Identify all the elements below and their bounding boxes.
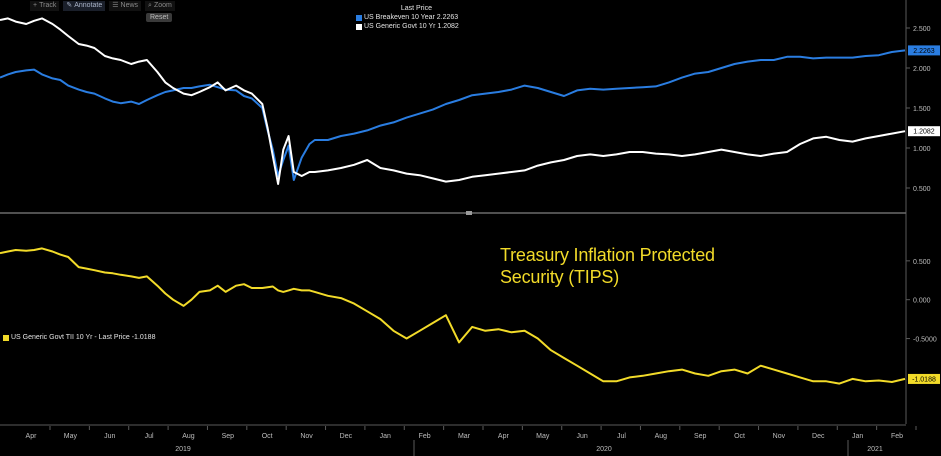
annotate-label: Annotate (74, 1, 103, 9)
lower-ytick-label: -0.5000 (913, 337, 937, 344)
x-month-label: Mar (458, 433, 471, 440)
x-month-label: Dec (812, 433, 825, 440)
x-month-label: Aug (182, 433, 195, 440)
upper-ytick-label: 1.000 (913, 146, 931, 153)
x-month-label: Sep (222, 433, 235, 440)
x-month-label: Apr (498, 433, 510, 440)
annotate-button[interactable]: ✎ Annotate (63, 0, 106, 11)
upper-last-value-tag (908, 45, 940, 56)
x-year-label: 2019 (175, 446, 191, 453)
zoom-label: Zoom (153, 1, 172, 9)
upper-ytick-label: 0.500 (913, 186, 931, 193)
zoom-button[interactable]: ⌕ Zoom (145, 0, 175, 11)
legend-entry-breakeven: US Breakeven 10 Year 2.2263 (356, 13, 459, 22)
lower-last-value-label: -1.0188 (912, 376, 936, 383)
tips-annotation: Treasury Inflation Protected Security (T… (500, 245, 715, 287)
breakeven-swatch (356, 14, 362, 21)
upper-last-value-label: 1.2082 (913, 129, 935, 136)
x-year-label: 2020 (596, 446, 612, 453)
x-month-label: Sep (694, 433, 707, 440)
breakeven-label: US Breakeven 10 Year 2.2263 (364, 14, 459, 21)
x-month-label: Jan (380, 433, 391, 440)
x-month-label: Apr (26, 433, 38, 440)
x-month-label: Jan (852, 433, 863, 440)
x-year-label: 2021 (867, 446, 883, 453)
plus-icon: + (33, 1, 38, 9)
x-month-label: Oct (262, 433, 273, 440)
magnifier-icon: ⌕ (148, 1, 152, 9)
lower-last-value-tag (908, 373, 940, 384)
x-month-label: Feb (891, 433, 903, 440)
upper-ytick-label: 2.500 (913, 26, 931, 33)
upper-last-value-label: 2.2263 (913, 48, 935, 55)
govt10-label: US Generic Govt 10 Yr 1.2082 (364, 23, 459, 30)
news-label: News (120, 1, 139, 9)
x-month-label: Jun (576, 433, 587, 440)
x-month-label: Nov (773, 433, 786, 440)
x-month-label: May (536, 433, 550, 440)
x-month-label: Jul (145, 433, 154, 440)
lower-ytick-label: 0.000 (913, 298, 931, 305)
upper-ytick-label: 2.000 (913, 66, 931, 73)
x-month-label: Jul (617, 433, 626, 440)
tips-legend-label: US Generic Govt TII 10 Yr - Last Price -… (11, 334, 156, 341)
divider-handle (466, 211, 472, 215)
tips-swatch (3, 334, 9, 341)
x-month-label: May (64, 433, 78, 440)
track-button[interactable]: + Track (30, 0, 60, 11)
reset-label: Reset (150, 14, 169, 21)
x-month-label: Feb (419, 433, 431, 440)
news-icon: ☰ (112, 1, 119, 9)
legend-bottom: US Generic Govt TII 10 Yr - Last Price -… (3, 334, 155, 341)
x-month-label: Dec (340, 433, 353, 440)
govt10-swatch (356, 23, 362, 30)
legend-header: Last Price (400, 5, 432, 12)
pencil-icon: ✎ (66, 1, 73, 9)
news-button[interactable]: ☰ News (109, 0, 142, 11)
x-month-label: Aug (655, 433, 668, 440)
track-label: Track (39, 1, 57, 9)
upper-series-line-0 (0, 49, 906, 181)
lower-ytick-label: 0.500 (913, 259, 931, 266)
upper-series-line-1 (0, 17, 906, 185)
x-month-label: Jun (104, 433, 115, 440)
legend-top: Last Price US Breakeven 10 Year 2.2263 U… (356, 5, 459, 31)
x-month-label: Oct (734, 433, 745, 440)
reset-button[interactable]: Reset (146, 13, 173, 22)
x-month-label: Nov (300, 433, 313, 440)
upper-last-value-tag (908, 126, 940, 137)
chart-toolbar: + Track ✎ Annotate ☰ News ⌕ Zoom (0, 0, 175, 11)
legend-entry-govt10: US Generic Govt 10 Yr 1.2082 (356, 22, 459, 31)
lower-series-line-0 (0, 247, 906, 385)
upper-ytick-label: 1.500 (913, 106, 931, 113)
